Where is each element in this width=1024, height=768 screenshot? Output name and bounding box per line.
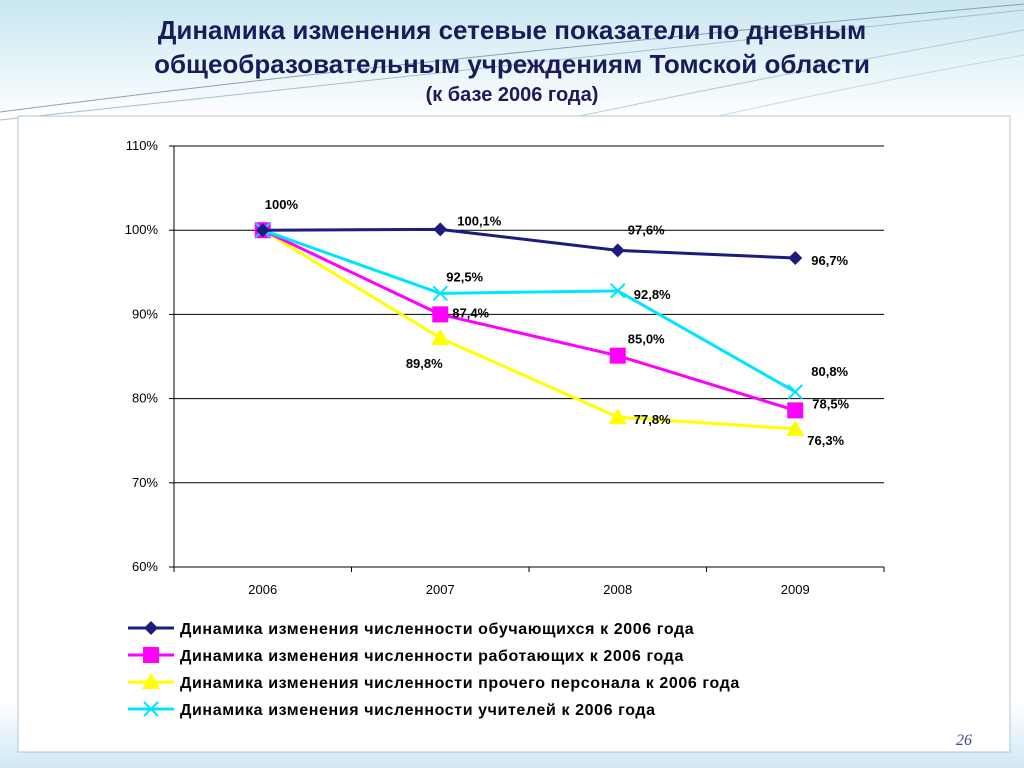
legend-label: Динамика изменения численности прочего п… [180, 675, 740, 692]
slide-subtitle: (к базе 2006 года) [425, 84, 599, 106]
data-label: 76,3% [807, 433, 844, 448]
data-label: 89,8% [406, 356, 443, 371]
data-point [608, 408, 627, 425]
series-line [262, 228, 796, 412]
data-point [432, 285, 448, 302]
data-label: 87,4% [452, 305, 489, 320]
legend-marker [144, 621, 158, 635]
data-point [432, 306, 449, 323]
legend-label: Динамика изменения численности обучающих… [180, 621, 694, 638]
x-tick-label: 2007 [426, 582, 455, 597]
series-line [262, 227, 796, 260]
data-label: 97,6% [628, 222, 665, 237]
data-label: 92,5% [446, 269, 483, 284]
data-label: 100,1% [457, 213, 502, 228]
data-point [431, 328, 450, 345]
data-point [609, 347, 626, 364]
data-point [786, 419, 805, 436]
data-point [788, 250, 803, 265]
data-label: 100% [265, 197, 299, 212]
y-tick-label: 100% [125, 222, 159, 237]
data-label: 85,0% [628, 332, 665, 347]
series-4 [255, 222, 803, 400]
data-point [787, 402, 804, 419]
y-tick-label: 110% [126, 138, 159, 153]
y-tick-label: 80% [132, 391, 158, 406]
data-label: 78,5% [812, 396, 849, 411]
data-point [255, 223, 270, 238]
data-point [433, 222, 448, 237]
y-tick-label: 70% [132, 475, 158, 490]
slide-title-line-1: Динамика изменения сетевые показатели по… [157, 15, 867, 45]
legend-marker [143, 701, 159, 717]
series-1 [255, 222, 803, 265]
legend-entry-2: Динамика изменения численности работающи… [128, 647, 684, 665]
data-point [610, 243, 625, 258]
legend-entry-3: Динамика изменения численности прочего п… [128, 673, 740, 692]
legend-entry-1: Динамика изменения численности обучающих… [128, 621, 694, 638]
data-point [787, 384, 803, 400]
legend-marker [142, 673, 160, 689]
legend-marker [143, 647, 159, 663]
y-tick-label: 60% [132, 559, 158, 574]
series-line [262, 228, 796, 394]
data-label: 92,8% [634, 287, 671, 302]
x-tick-label: 2008 [603, 582, 632, 597]
y-tick-label: 90% [132, 306, 158, 321]
series-2 [254, 222, 804, 419]
data-label: 96,7% [811, 253, 848, 268]
series-line [261, 228, 796, 431]
x-tick-label: 2009 [781, 582, 810, 597]
legend-label: Динамика изменения численности учителей … [180, 702, 656, 719]
legend-label: Динамика изменения численности работающи… [180, 648, 684, 665]
legend-entry-4: Динамика изменения численности учителей … [128, 701, 656, 719]
data-label: 80,8% [811, 364, 848, 379]
data-label: 77,8% [634, 412, 671, 427]
page-number: 26 [956, 732, 972, 749]
x-tick-label: 2006 [248, 582, 277, 597]
data-point [610, 283, 626, 299]
slide-title-line-2: общеобразовательным учреждениям Томской … [154, 49, 870, 79]
